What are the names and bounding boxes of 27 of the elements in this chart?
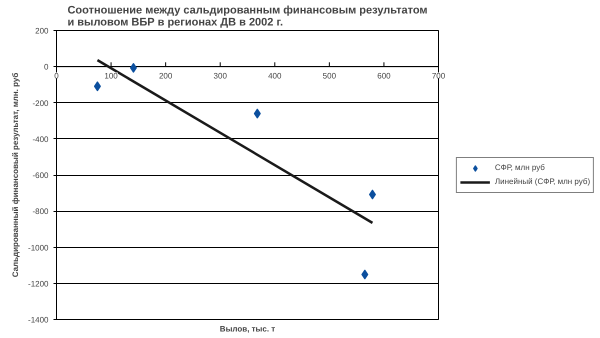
y-tick-label: -1400 bbox=[28, 316, 50, 324]
point bbox=[94, 81, 101, 92]
y-axis-title: Сальдированный финансовый результат, млн. руб bbox=[11, 72, 20, 278]
y-tick-label: 0 bbox=[44, 62, 50, 72]
y-tick-label: -800 bbox=[32, 207, 50, 216]
x-tick-label: 100 bbox=[104, 71, 118, 80]
x-tick-label: 700 bbox=[432, 71, 446, 80]
point bbox=[254, 108, 261, 119]
y-tick-label: -200 bbox=[32, 98, 50, 108]
x-tick-label: 500 bbox=[322, 71, 337, 80]
legend-label: СФР, млн руб bbox=[494, 162, 545, 174]
chart-title: Соотношение между сальдированным финансовым результатом и выловом ВБР в регионах ДВ в 2002 г. bbox=[67, 4, 428, 28]
x-axis-title: Вылов, тыс. т bbox=[220, 324, 276, 334]
x-tick-label: 300 bbox=[214, 71, 228, 80]
x-tick-label: 400 bbox=[268, 71, 282, 80]
y-tick-label: -1000 bbox=[28, 243, 50, 252]
y-tick-label: 200 bbox=[35, 26, 50, 36]
point bbox=[130, 62, 137, 73]
point bbox=[368, 190, 376, 200]
y-tick-label: -1200 bbox=[28, 279, 50, 288]
legend-label: Линейный (СФР, млн руб) bbox=[494, 176, 590, 188]
y-tick-label: -400 bbox=[32, 134, 50, 144]
x-tick-label: 200 bbox=[158, 71, 173, 80]
point bbox=[361, 270, 368, 280]
x-tick-label: 600 bbox=[377, 71, 392, 80]
x-tick-label: 0 bbox=[54, 71, 60, 80]
y-tick-label: -600 bbox=[32, 171, 50, 180]
